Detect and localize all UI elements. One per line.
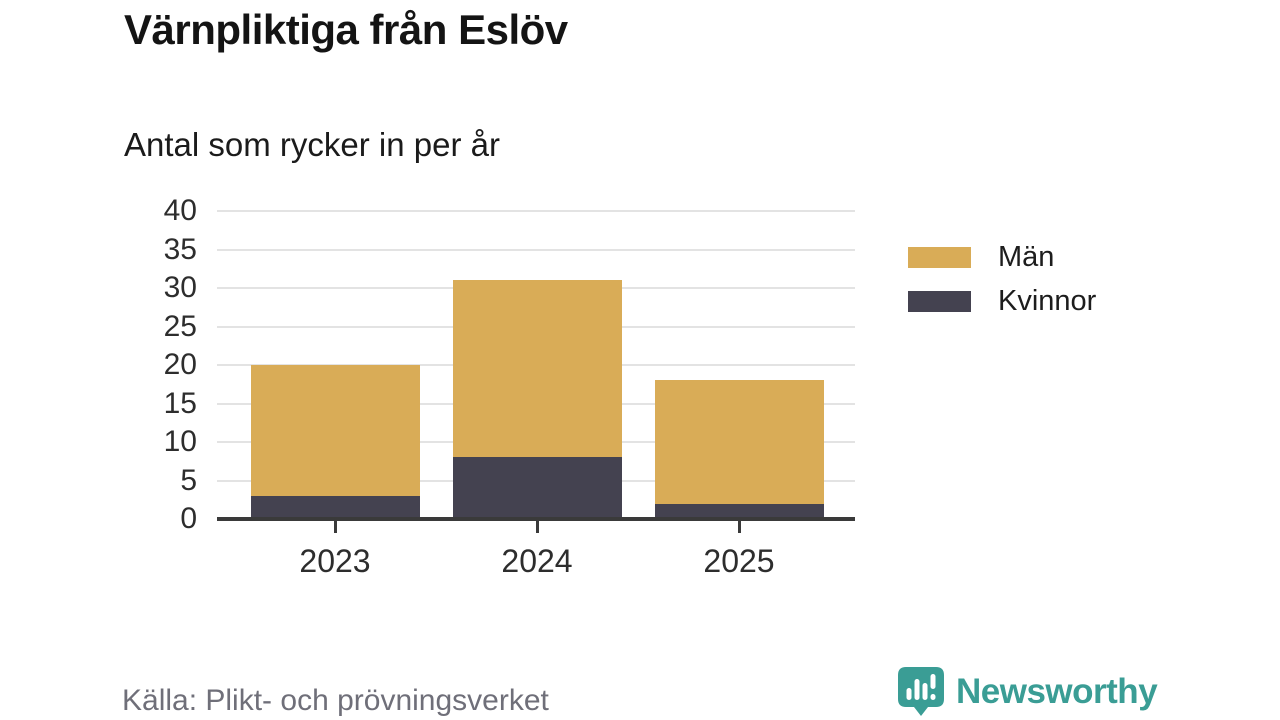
bar-man-2025 [654, 380, 824, 504]
legend-swatch-kvinnor [908, 291, 971, 312]
chart-subtitle: Antal som rycker in per år [124, 126, 500, 163]
y-axis-tick-label: 5 [180, 463, 197, 497]
bar-kvinnor-2025 [654, 503, 824, 519]
y-axis-tick-label: 20 [163, 348, 197, 381]
bar-man-2024 [452, 280, 622, 458]
x-axis-tick-mark [535, 521, 539, 533]
gridline-y40 [217, 210, 855, 212]
gridline-y35 [217, 248, 855, 251]
bar-man-2023 [250, 365, 420, 496]
x-axis-tick-label: 2025 [703, 543, 775, 579]
chart-title: Värnpliktiga från Eslöv [124, 6, 568, 53]
x-axis-tick-mark [737, 521, 741, 533]
legend: Män Kvinnor [908, 241, 1096, 329]
y-axis-tick-label: 0 [180, 502, 197, 535]
y-axis-tick-label: 35 [163, 232, 197, 266]
legend-label-kvinnor: Kvinnor [998, 285, 1097, 317]
legend-item-kvinnor: Kvinnor [908, 285, 1096, 318]
newsworthy-bubble-chart-icon [898, 667, 944, 716]
source-note: Källa: Plikt- och prövningsverket [122, 684, 549, 717]
legend-item-man: Män [908, 241, 1096, 274]
bar-kvinnor-2023 [250, 495, 420, 519]
x-axis-tick-label: 2023 [299, 543, 371, 579]
x-axis-line [217, 517, 855, 521]
legend-label-man: Män [998, 241, 1055, 273]
y-axis-tick-label: 40 [163, 194, 197, 227]
y-axis-tick-label: 10 [163, 425, 197, 458]
y-axis-tick-label: 25 [163, 309, 197, 343]
y-axis-tick-label: 15 [163, 386, 197, 420]
x-axis-tick-label: 2024 [501, 543, 573, 579]
bar-kvinnor-2024 [452, 457, 622, 519]
legend-swatch-man [908, 247, 971, 268]
newsworthy-logo: Newsworthy [898, 667, 1158, 717]
x-axis-tick-mark [333, 521, 337, 533]
brand-name: Newsworthy [956, 672, 1158, 711]
y-axis-tick-label: 30 [163, 271, 197, 304]
